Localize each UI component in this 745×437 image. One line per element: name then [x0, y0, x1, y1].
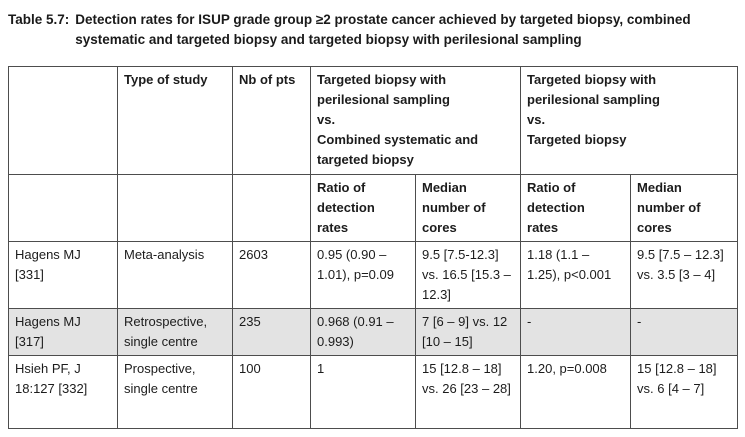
cell-ratio-vs-combined: 0.95 (0.90 – 1.01), p=0.09: [310, 241, 416, 309]
table-title-text: Detection rates for ISUP grade group ≥2 …: [75, 12, 691, 47]
table-title: Table 5.7: Detection rates for ISUP grad…: [8, 10, 737, 50]
cell-nb-of-pts: 2603: [232, 241, 311, 309]
cell-type-of-study: Prospective, single centre: [117, 355, 233, 429]
detection-rates-table: Type of study Nb of pts Targeted biopsy …: [8, 66, 739, 429]
cell-median-vs-combined: 9.5 [7.5-12.3] vs. 16.5 [15.3 – 12.3]: [414, 241, 522, 309]
header-type-of-study: Type of study: [117, 66, 233, 175]
header-subrow-empty-pts: [232, 174, 311, 242]
cell-nb-of-pts: 235: [232, 308, 311, 356]
cell-median-vs-targeted: -: [630, 308, 739, 356]
cell-ratio-vs-targeted: 1.20, p=0.008: [520, 355, 632, 429]
cell-ratio-vs-combined: 0.968 (0.91 – 0.993): [310, 308, 416, 356]
table-row-hagens-317: Hagens MJ [317] Retrospective, single ce…: [8, 308, 739, 356]
cell-median-vs-targeted: 15 [12.8 – 18] vs. 6 [4 – 7]: [630, 355, 739, 429]
header-median-number-of-cores-targeted: Median number of cores: [630, 174, 739, 242]
cell-ratio-vs-targeted: 1.18 (1.1 – 1.25), p<0.001: [520, 241, 632, 309]
header-row-groups: Type of study Nb of pts Targeted biopsy …: [8, 66, 739, 175]
cell-study: Hagens MJ [331]: [8, 241, 118, 309]
cell-median-vs-combined: 15 [12.8 – 18] vs. 26 [23 – 28]: [414, 355, 522, 429]
header-subrow-empty-type: [117, 174, 233, 242]
cell-median-vs-targeted: 9.5 [7.5 – 12.3] vs. 3.5 [3 – 4]: [630, 241, 739, 309]
cell-type-of-study: Retrospective, single centre: [117, 308, 233, 356]
header-subrow-empty-study: [8, 174, 118, 242]
table-row-hagens-331: Hagens MJ [331] Meta-analysis 2603 0.95 …: [8, 241, 739, 309]
cell-ratio-vs-combined: 1: [310, 355, 416, 429]
cell-study: Hsieh PF, J 18:127 [332]: [8, 355, 118, 429]
header-ratio-of-detection-rates-combined: Ratio of detection rates: [310, 174, 416, 242]
table-row-hsieh-332: Hsieh PF, J 18:127 [332] Prospective, si…: [8, 355, 739, 429]
cell-median-vs-combined: 7 [6 – 9] vs. 12 [10 – 15]: [414, 308, 522, 356]
header-group-perilesional-vs-combined: Targeted biopsy with perilesional sampli…: [309, 66, 522, 175]
header-median-number-of-cores-combined: Median number of cores: [414, 174, 522, 242]
cell-type-of-study: Meta-analysis: [117, 241, 233, 309]
header-nb-of-pts: Nb of pts: [232, 66, 311, 175]
header-study-empty: [8, 66, 118, 175]
cell-study: Hagens MJ [317]: [8, 308, 118, 356]
header-ratio-of-detection-rates-targeted: Ratio of detection rates: [520, 174, 632, 242]
header-group-perilesional-vs-targeted: Targeted biopsy with perilesional sampli…: [520, 66, 739, 175]
header-row-subcolumns: Ratio of detection rates Median number o…: [8, 174, 739, 242]
table-title-label: Table 5.7:: [8, 12, 70, 27]
cell-ratio-vs-targeted: -: [520, 308, 632, 356]
cell-nb-of-pts: 100: [232, 355, 311, 429]
